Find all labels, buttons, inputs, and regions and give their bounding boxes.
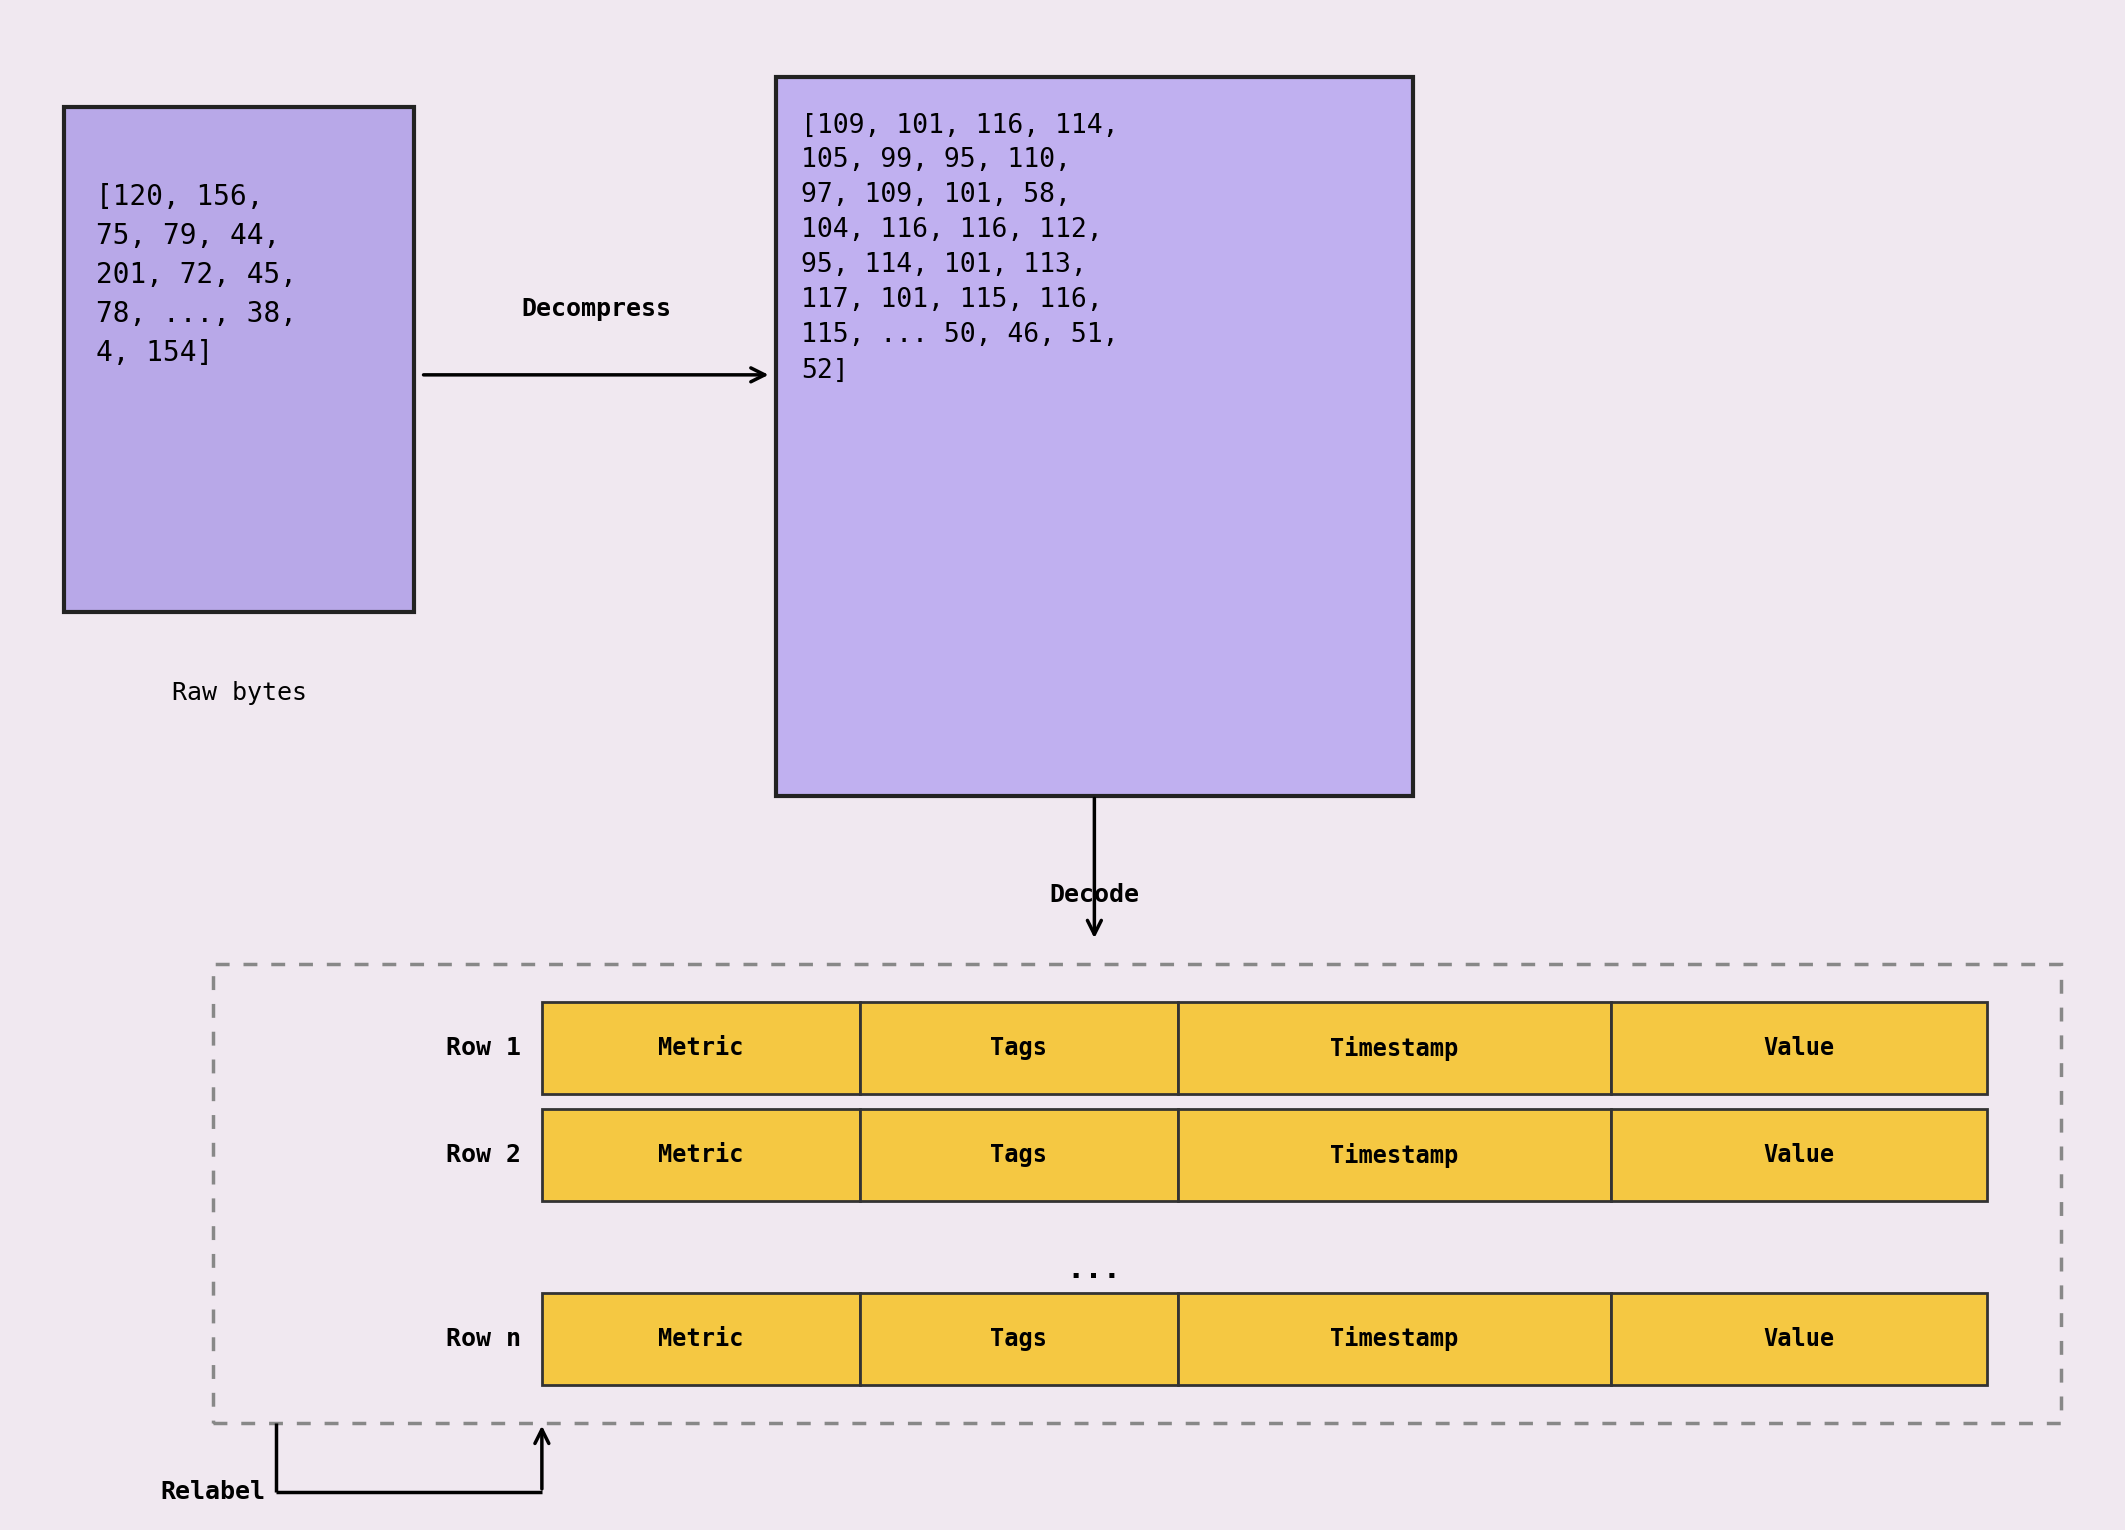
Text: Tags: Tags [990,1327,1048,1351]
Text: Value: Value [1764,1143,1834,1167]
Text: Relabel: Relabel [162,1480,266,1504]
Text: Value: Value [1764,1327,1834,1351]
Text: Timestamp: Timestamp [1330,1143,1458,1167]
FancyBboxPatch shape [64,107,414,612]
FancyBboxPatch shape [542,1109,861,1201]
FancyBboxPatch shape [1611,1109,1987,1201]
FancyBboxPatch shape [1177,1109,1611,1201]
Text: Decompress: Decompress [521,297,672,321]
Text: Decode: Decode [1050,883,1139,907]
Text: ...: ... [1067,1256,1122,1284]
FancyBboxPatch shape [861,1109,1177,1201]
Text: Raw bytes: Raw bytes [172,681,306,705]
Text: Tags: Tags [990,1036,1048,1060]
Text: [120, 156,
75, 79, 44,
201, 72, 45,
78, ..., 38,
4, 154]: [120, 156, 75, 79, 44, 201, 72, 45, 78, … [96,182,298,367]
Text: Value: Value [1764,1036,1834,1060]
FancyBboxPatch shape [861,1002,1177,1094]
Text: Metric: Metric [659,1327,744,1351]
Text: Timestamp: Timestamp [1330,1036,1458,1060]
FancyBboxPatch shape [1177,1002,1611,1094]
Text: Metric: Metric [659,1143,744,1167]
Text: Row 2: Row 2 [446,1143,521,1167]
FancyBboxPatch shape [542,1002,861,1094]
FancyBboxPatch shape [861,1293,1177,1385]
Text: Row n: Row n [446,1327,521,1351]
Text: Timestamp: Timestamp [1330,1327,1458,1351]
FancyBboxPatch shape [776,76,1413,796]
Text: [109, 101, 116, 114,
105, 99, 95, 110,
97, 109, 101, 58,
104, 116, 116, 112,
95,: [109, 101, 116, 114, 105, 99, 95, 110, 9… [801,113,1118,384]
FancyBboxPatch shape [1611,1002,1987,1094]
Text: Tags: Tags [990,1143,1048,1167]
FancyBboxPatch shape [1611,1293,1987,1385]
Text: Metric: Metric [659,1036,744,1060]
FancyBboxPatch shape [542,1293,861,1385]
FancyBboxPatch shape [1177,1293,1611,1385]
Text: Row 1: Row 1 [446,1036,521,1060]
